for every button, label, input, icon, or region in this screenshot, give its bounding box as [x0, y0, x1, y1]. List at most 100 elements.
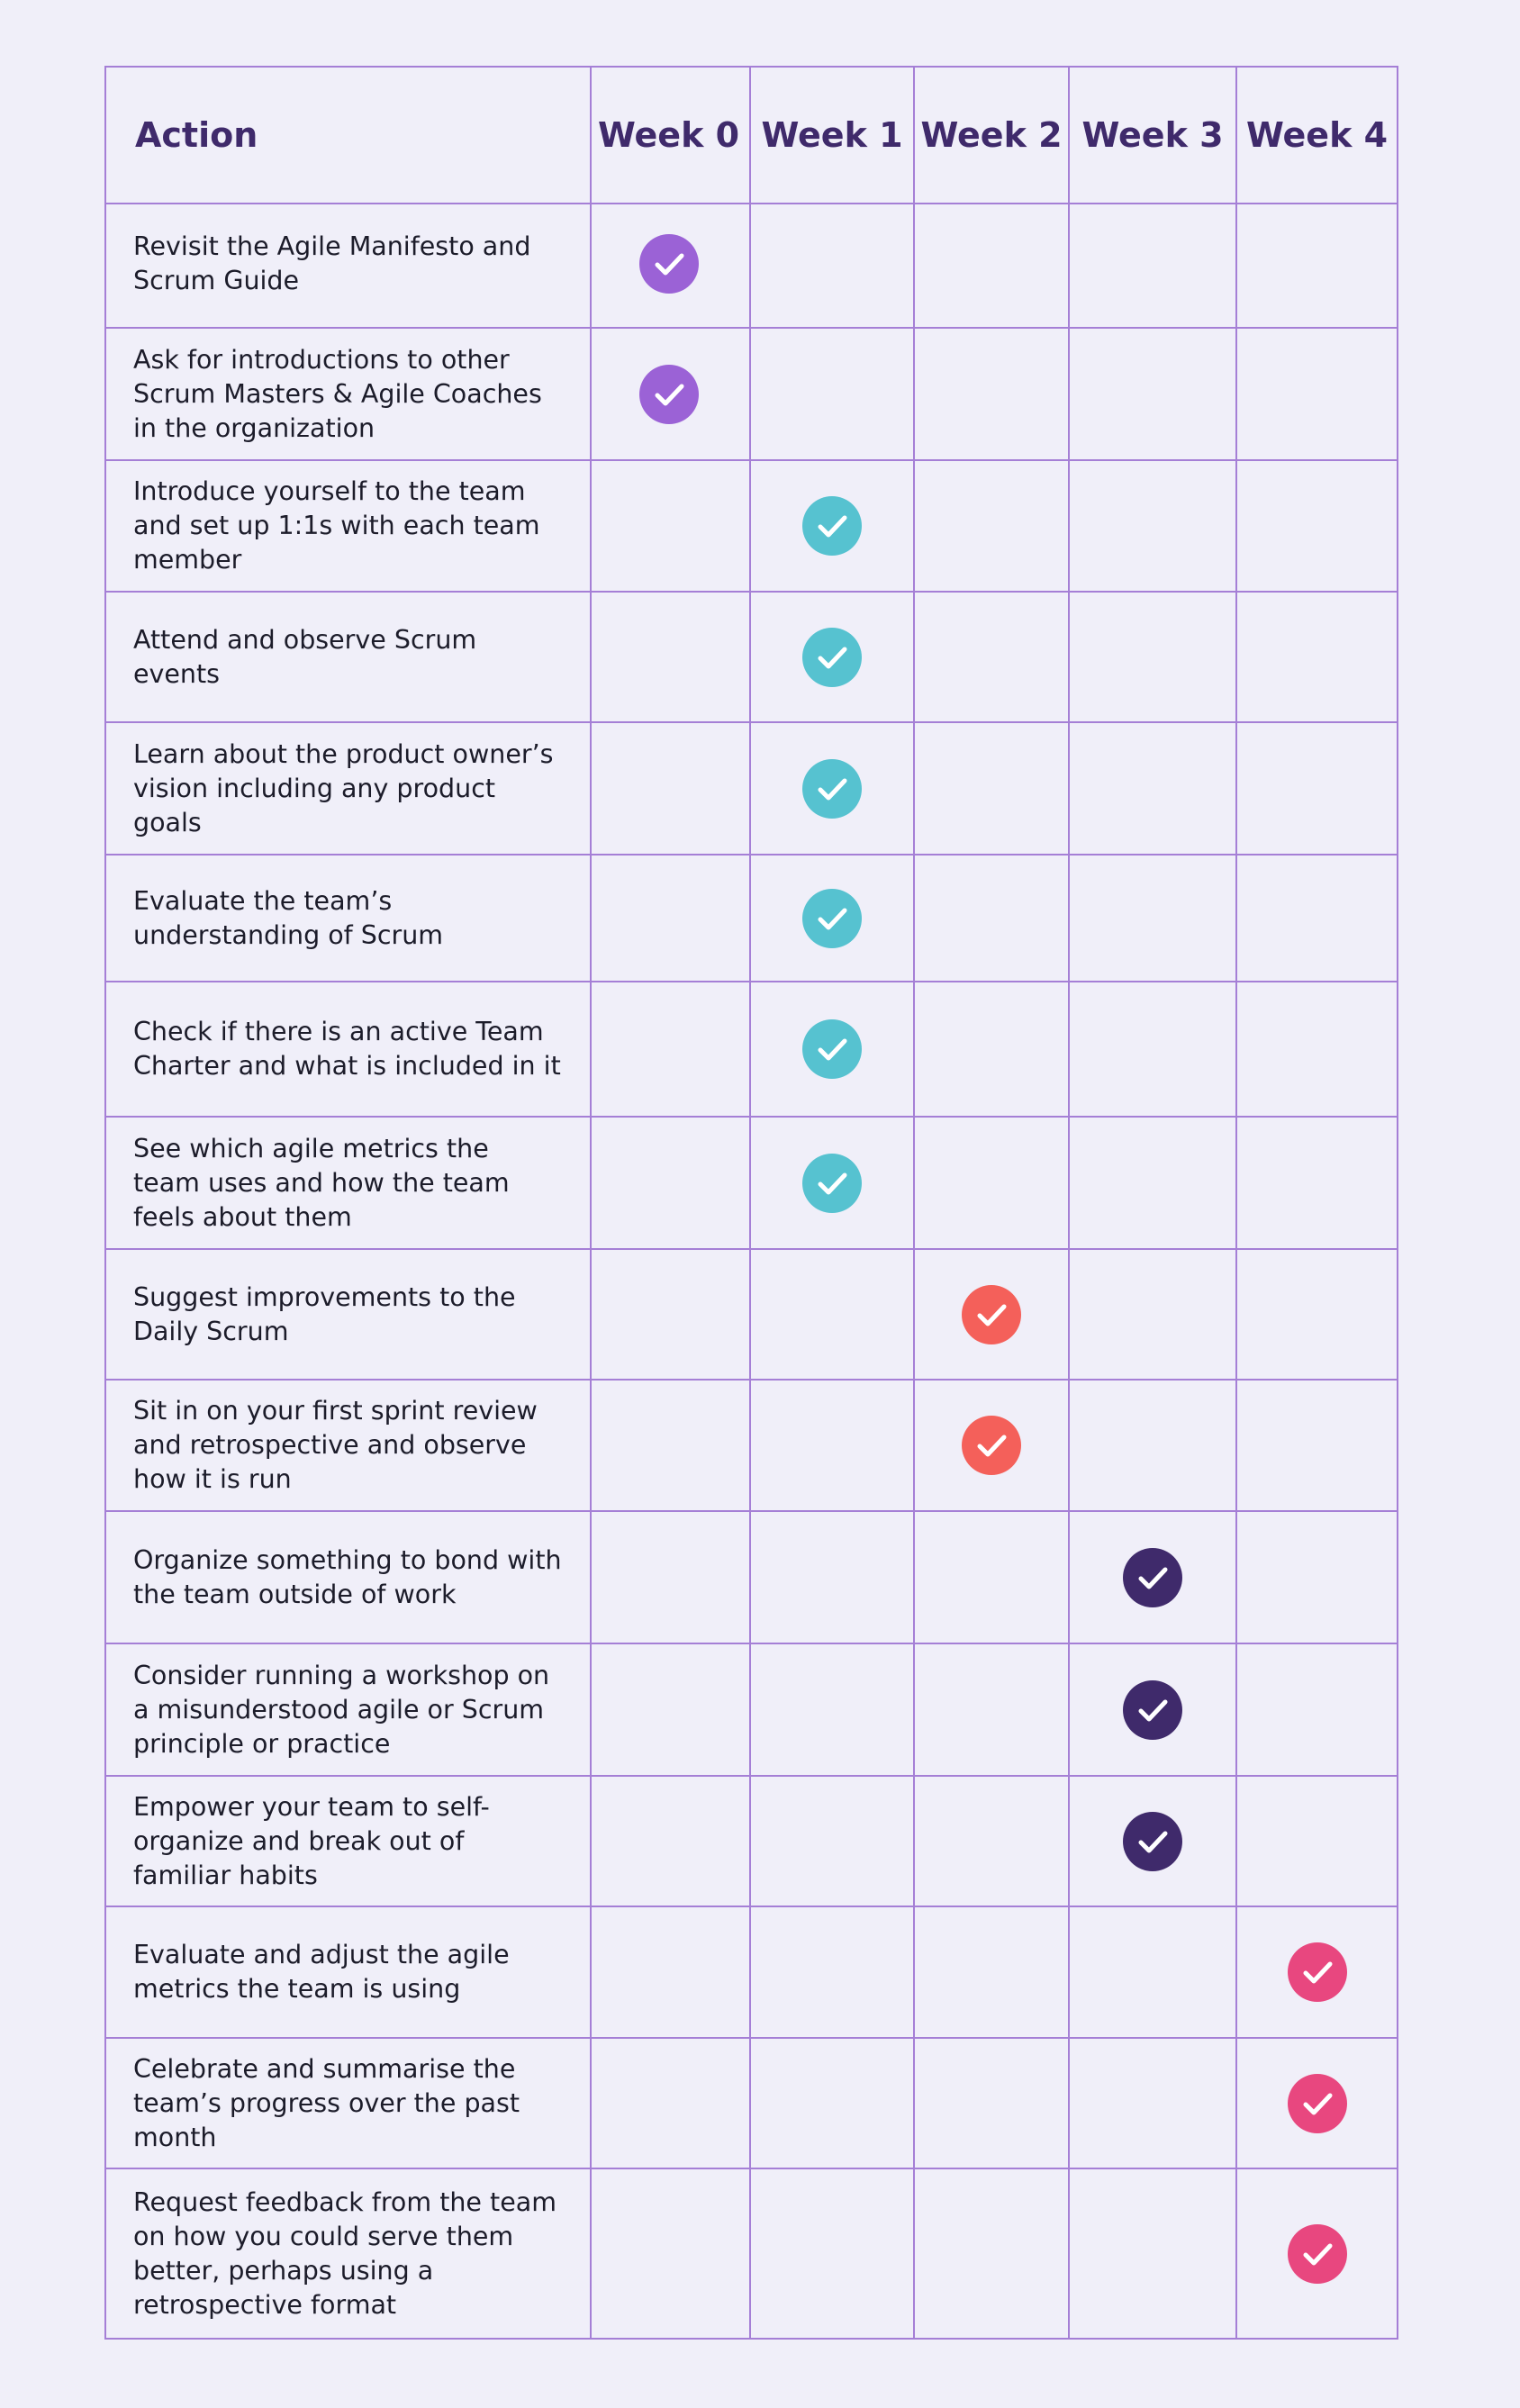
week-cell — [1070, 982, 1237, 1118]
action-text: Suggest improvements to the Daily Scrum — [106, 1250, 592, 1381]
action-text: Ask for introductions to other Scrum Mas… — [106, 329, 592, 461]
action-text: Attend and observe Scrum events — [106, 593, 592, 723]
week-cell — [1237, 201, 1398, 329]
week-cell — [1070, 1512, 1237, 1644]
column-header: Week 2 — [915, 68, 1070, 204]
action-text: Introduce yourself to the team and set u… — [106, 461, 592, 593]
week-cell — [1237, 461, 1398, 593]
week-cell — [751, 593, 915, 723]
column-header: Action — [106, 68, 592, 204]
week-cell — [751, 1512, 915, 1644]
week-cell — [915, 982, 1070, 1118]
week-cell — [1070, 1907, 1237, 2039]
week-cell — [915, 2169, 1070, 2340]
check-icon — [1123, 1811, 1182, 1871]
column-header: Week 4 — [1237, 68, 1398, 204]
week-cell — [1237, 1250, 1398, 1381]
week-cell — [915, 723, 1070, 855]
week-cell — [751, 1381, 915, 1512]
check-icon — [1123, 1547, 1182, 1607]
week-cell — [751, 201, 915, 329]
check-icon — [802, 888, 862, 948]
week-cell — [1070, 1381, 1237, 1512]
week-cell — [915, 461, 1070, 593]
check-icon — [962, 1416, 1021, 1475]
week-cell — [915, 855, 1070, 982]
week-cell — [588, 1907, 751, 2039]
week-cell — [751, 1250, 915, 1381]
action-text: Request feedback from the team on how yo… — [106, 2169, 592, 2340]
check-icon — [802, 1153, 862, 1213]
action-text: Celebrate and summarise the team’s progr… — [106, 2039, 592, 2169]
check-icon — [1287, 2073, 1347, 2133]
week-cell — [915, 1777, 1070, 1907]
week-cell — [915, 1250, 1070, 1381]
column-header: Week 1 — [751, 68, 915, 204]
week-cell — [588, 1777, 751, 1907]
week-cell — [588, 982, 751, 1118]
week-cell — [1237, 2169, 1398, 2340]
week-cell — [588, 1512, 751, 1644]
week-cell — [588, 2169, 751, 2340]
week-cell — [751, 461, 915, 593]
week-cell — [588, 1644, 751, 1777]
check-icon — [802, 496, 862, 556]
action-text: Consider running a workshop on a misunde… — [106, 1644, 592, 1777]
week-cell — [1070, 2039, 1237, 2169]
week-cell — [1070, 855, 1237, 982]
week-cell — [588, 1381, 751, 1512]
week-cell — [1070, 1777, 1237, 1907]
check-icon — [802, 1019, 862, 1079]
week-cell — [1237, 593, 1398, 723]
week-cell — [915, 201, 1070, 329]
week-cell — [1070, 1250, 1237, 1381]
week-cell — [1070, 2169, 1237, 2340]
week-cell — [1070, 329, 1237, 461]
check-icon — [802, 627, 862, 687]
week-cell — [1070, 1644, 1237, 1777]
week-cell — [915, 2039, 1070, 2169]
action-text: Organize something to bond with the team… — [106, 1512, 592, 1644]
week-cell — [751, 2039, 915, 2169]
week-cell — [751, 1777, 915, 1907]
action-text: Check if there is an active Team Charter… — [106, 982, 592, 1118]
week-cell — [588, 855, 751, 982]
week-cell — [1237, 2039, 1398, 2169]
check-icon — [962, 1284, 1021, 1344]
action-text: Evaluate the team’s understanding of Scr… — [106, 855, 592, 982]
week-cell — [751, 982, 915, 1118]
week-cell — [751, 2169, 915, 2340]
column-header: Week 0 — [588, 68, 751, 204]
check-icon — [1123, 1679, 1182, 1740]
week-cell — [1237, 1777, 1398, 1907]
column-header: Week 3 — [1070, 68, 1237, 204]
week-cell — [588, 329, 751, 461]
week-cell — [751, 1118, 915, 1250]
week-cell — [588, 1250, 751, 1381]
week-cell — [1237, 723, 1398, 855]
week-cell — [1237, 1118, 1398, 1250]
week-cell — [915, 1907, 1070, 2039]
action-text: Sit in on your first sprint review and r… — [106, 1381, 592, 1512]
week-cell — [588, 461, 751, 593]
week-cell — [915, 1381, 1070, 1512]
action-text: See which agile metrics the team uses an… — [106, 1118, 592, 1250]
week-cell — [751, 1644, 915, 1777]
week-cell — [751, 329, 915, 461]
checklist-table: Action Week 0 Week 1 Week 2 Week 3 Week 4 Revi… — [104, 66, 1398, 2340]
week-cell — [1237, 1381, 1398, 1512]
week-cell — [1237, 855, 1398, 982]
check-icon — [1287, 1942, 1347, 2002]
week-cell — [588, 201, 751, 329]
week-cell — [1070, 1118, 1237, 1250]
week-cell — [915, 329, 1070, 461]
action-text: Learn about the product owner’s vision i… — [106, 723, 592, 855]
week-cell — [1237, 1644, 1398, 1777]
week-cell — [588, 593, 751, 723]
week-cell — [915, 593, 1070, 723]
check-icon — [1287, 2223, 1347, 2284]
check-icon — [802, 758, 862, 819]
week-cell — [1070, 593, 1237, 723]
week-cell — [751, 723, 915, 855]
